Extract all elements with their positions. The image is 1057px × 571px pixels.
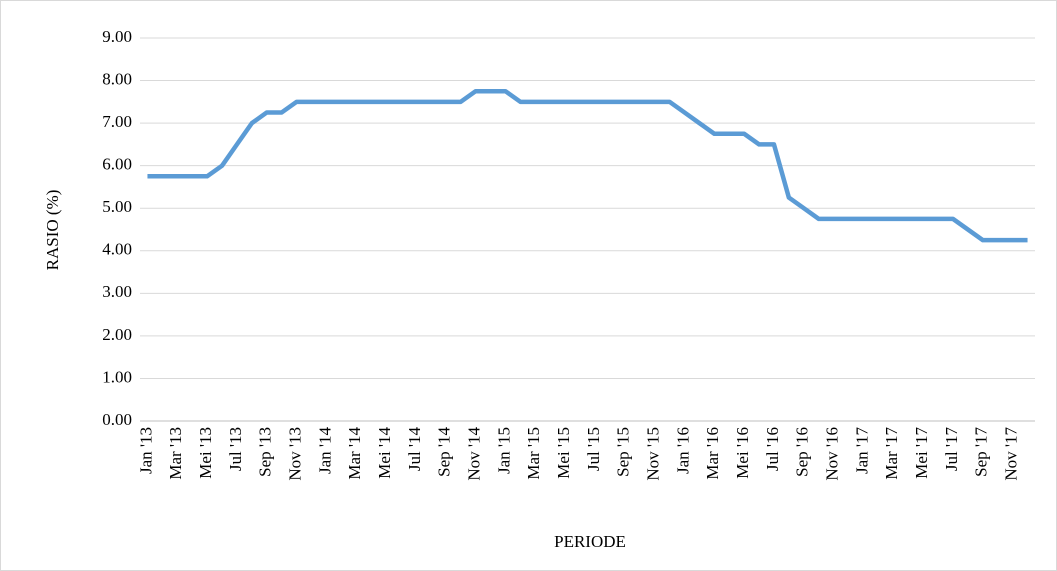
x-tick-label: Sep '13 (256, 427, 275, 477)
x-tick-label: Mar '14 (345, 427, 364, 480)
x-tick-label: Jul '13 (226, 427, 245, 471)
y-tick-label: 7.00 (102, 112, 132, 131)
x-tick-label: Jul '16 (763, 427, 782, 471)
y-tick-label: 9.00 (102, 27, 132, 46)
y-tick-label: 2.00 (102, 325, 132, 344)
x-tick-label: Jul '15 (584, 427, 603, 471)
x-tick-label: Sep '15 (614, 427, 633, 477)
x-tick-label: Jan '15 (494, 427, 513, 474)
x-tick-label: Mar '15 (524, 427, 543, 480)
x-tick-label: Mei '15 (554, 427, 573, 479)
data-line (147, 88, 1028, 243)
y-tick-label: 3.00 (102, 282, 132, 301)
x-tick-label: Mar '17 (882, 427, 901, 480)
x-tick-label: Jul '14 (405, 427, 424, 472)
x-tick-label: Jan '13 (136, 427, 155, 474)
x-tick-label: Nov '13 (286, 427, 305, 481)
y-tick-label: 1.00 (102, 367, 132, 386)
x-tick-label: Mei '16 (733, 427, 752, 479)
x-tick-label: Nov '14 (465, 427, 484, 481)
y-tick-label: 5.00 (102, 197, 132, 216)
y-tick-label: 8.00 (102, 69, 132, 88)
x-tick-label: Mei '13 (196, 427, 215, 479)
y-tick-label: 4.00 (102, 240, 132, 259)
x-tick-label: Sep '16 (793, 427, 812, 477)
y-tick-label: 6.00 (102, 155, 132, 174)
x-tick-label: Mar '13 (166, 427, 185, 480)
x-tick-label: Jan '17 (852, 427, 871, 474)
x-tick-label: Nov '15 (644, 427, 663, 481)
y-tick-label: 0.00 (102, 410, 132, 429)
x-axis-title: PERIODE (554, 532, 626, 551)
x-tick-label: Mei '14 (375, 427, 394, 479)
x-tick-label: Mar '16 (703, 427, 722, 480)
x-tick-label: Jul '17 (942, 427, 961, 472)
x-tick-label: Jan '16 (673, 427, 692, 474)
x-tick-label: Mei '17 (912, 427, 931, 479)
y-axis-title: RASIO (%) (43, 190, 62, 271)
x-tick-label: Jan '14 (315, 427, 334, 474)
x-tick-label: Nov '17 (1002, 427, 1021, 481)
x-tick-label: Sep '17 (972, 427, 991, 477)
x-tick-label: Sep '14 (435, 427, 454, 477)
x-tick-label: Nov '16 (823, 427, 842, 481)
